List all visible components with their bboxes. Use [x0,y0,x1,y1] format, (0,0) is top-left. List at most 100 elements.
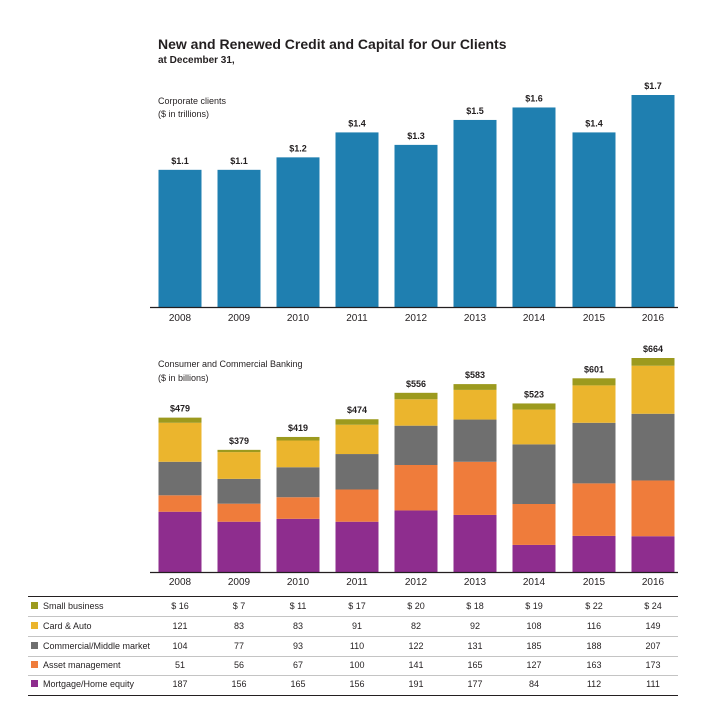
segment-mortgage-2008 [158,511,202,572]
corporate-bar-2011 [335,132,379,307]
legend-label: Asset management [43,660,121,670]
corporate-year-label: 2008 [169,313,192,324]
segment-card_auto-2015 [572,385,616,423]
segment-commercial-2008 [158,461,202,496]
segment-mortgage-2015 [572,535,616,572]
table-cell: 104 [172,641,187,651]
legend-swatch-asset_management [31,661,38,668]
segment-asset_management-2010 [276,497,320,519]
table-cell: 187 [172,679,187,689]
table-cell: 173 [645,660,660,670]
banking-total-label: $474 [347,405,367,415]
chart-title: New and Renewed Credit and Capital for O… [158,36,507,52]
table-cell: 56 [234,660,244,670]
segment-card_auto-2014 [512,409,556,445]
table-cell: 91 [352,621,362,631]
table-cell: 121 [172,621,187,631]
table-cell: 122 [408,641,423,651]
segment-card_auto-2008 [158,422,202,462]
table-cell: 112 [587,679,601,689]
corporate-value-label: $1.1 [230,156,248,166]
table-cell: 116 [587,621,601,631]
banking-year-label: 2010 [287,577,310,588]
corporate-value-label: $1.6 [525,93,543,103]
corporate-year-label: 2010 [287,313,310,324]
corporate-value-label: $1.5 [466,106,484,116]
table-cell: 156 [231,679,246,689]
table-cell: $ 22 [585,601,603,611]
consumer-banking-chart: Consumer and Commercial Banking ($ in bil… [150,344,678,588]
segment-small_business-2010 [276,436,320,441]
segment-small_business-2008 [158,417,202,423]
table-cell: 67 [293,660,303,670]
banking-total-label: $601 [584,364,604,374]
corporate-chart-title: Corporate clients [158,96,227,106]
segment-mortgage-2014 [512,544,556,572]
corporate-year-label: 2011 [346,313,368,324]
table-cell: 191 [408,679,423,689]
segment-commercial-2010 [276,467,320,498]
corporate-value-label: $1.4 [348,118,366,128]
banking-total-label: $419 [288,423,308,433]
corporate-year-label: 2015 [583,313,606,324]
segment-mortgage-2010 [276,518,320,572]
legend-swatch-small_business [31,602,38,609]
corporate-bar-2008 [158,169,202,307]
table-cell: 93 [293,641,303,651]
table-cell: 82 [411,621,421,631]
corporate-clients-chart: Corporate clients ($ in trillions) $1.1 200… [150,81,678,324]
table-cell: 131 [467,641,482,651]
corporate-value-label: $1.4 [585,118,603,128]
segment-asset_management-2014 [512,503,556,545]
banking-total-label: $523 [524,389,544,399]
segment-commercial-2012 [394,425,438,465]
banking-year-label: 2008 [169,577,192,588]
corporate-year-label: 2013 [464,313,487,324]
table-cell: 84 [529,679,539,689]
segment-asset_management-2013 [453,461,497,515]
legend-label: Commercial/Middle market [43,641,151,651]
segment-small_business-2012 [394,392,438,400]
corporate-year-label: 2012 [405,313,428,324]
segment-card_auto-2010 [276,440,320,468]
table-cell: 83 [234,621,244,631]
table-cell: 83 [293,621,303,631]
segment-commercial-2016 [631,413,675,481]
table-cell: 163 [586,660,601,670]
segment-small_business-2013 [453,384,497,390]
table-cell: $ 7 [233,601,246,611]
segment-small_business-2015 [572,378,616,386]
table-cell: 177 [467,679,482,689]
corporate-value-label: $1.3 [407,131,425,141]
legend-label: Small business [43,601,104,611]
segment-mortgage-2012 [394,510,438,572]
corporate-bar-2015 [572,132,616,307]
legend-swatch-card_auto [31,622,38,629]
table-cell: 185 [526,641,541,651]
segment-asset_management-2011 [335,489,379,522]
table-cell: 127 [526,660,541,670]
segment-card_auto-2011 [335,424,379,455]
corporate-year-label: 2009 [228,313,251,324]
breakdown-table: Small business $ 16 $ 7 $ 11 $ 17 $ 20 $ 18 $ 1… [28,596,678,696]
segment-card_auto-2009 [217,452,261,479]
table-cell: 188 [586,641,601,651]
chart-subtitle: at December 31, [158,55,235,66]
banking-year-label: 2009 [228,577,251,588]
table-cell: $ 20 [407,601,425,611]
segment-small_business-2016 [631,358,675,366]
table-cell: $ 11 [290,601,307,611]
segment-commercial-2014 [512,444,556,504]
table-cell: 141 [408,660,423,670]
banking-year-label: 2011 [346,577,368,588]
banking-year-label: 2016 [642,577,665,588]
segment-asset_management-2008 [158,495,202,512]
banking-chart-title: Consumer and Commercial Banking [158,359,303,369]
banking-chart-unit: ($ in billions) [158,373,209,383]
segment-small_business-2014 [512,403,556,410]
segment-card_auto-2013 [453,389,497,420]
legend-label: Mortgage/Home equity [43,679,135,689]
corporate-bar-2014 [512,107,556,308]
table-cell: 165 [290,679,305,689]
